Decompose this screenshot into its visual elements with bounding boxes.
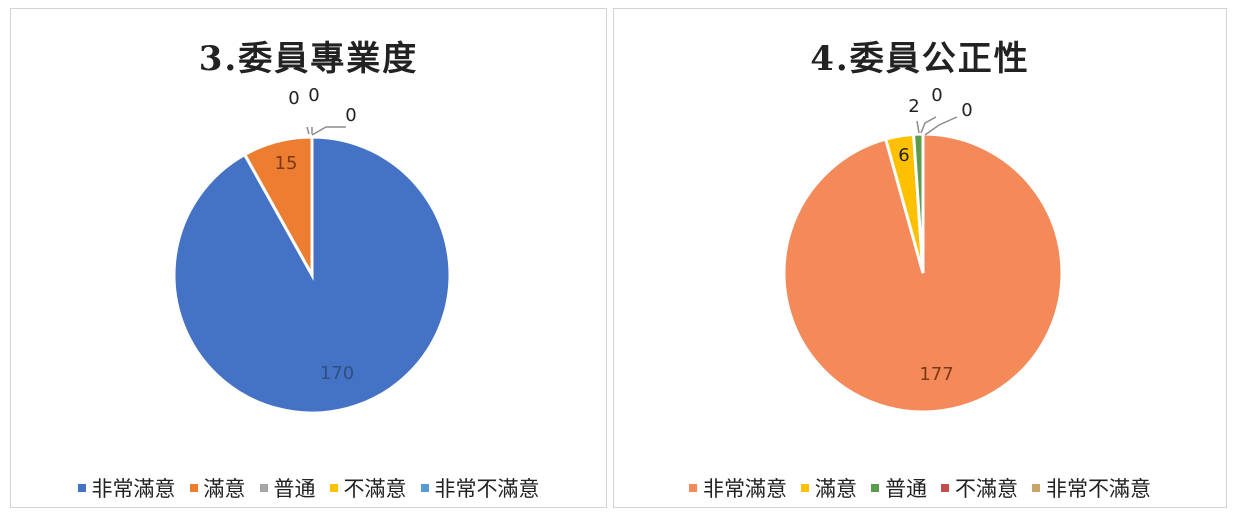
legend-label: 滿意 xyxy=(815,477,857,501)
data-label: 0 xyxy=(961,100,972,121)
legend-label: 不滿意 xyxy=(955,477,1018,501)
legend-label: 非常滿意 xyxy=(91,477,176,501)
legend-item: 滿意 xyxy=(189,473,246,503)
legend-swatch-icon xyxy=(189,484,198,492)
pie-slice-2 xyxy=(242,135,314,281)
legend-item: 普通 xyxy=(871,473,927,503)
chart-legend: 非常滿意 滿意 普通 不滿意 非常不滿意 xyxy=(11,473,606,503)
legend-item: 普通 xyxy=(259,473,316,503)
legend-swatch-icon xyxy=(77,484,86,492)
legend-swatch-icon xyxy=(329,484,338,492)
legend-item: 不滿意 xyxy=(941,473,1018,503)
data-label: 0 xyxy=(931,85,942,106)
data-label: 0 xyxy=(345,105,356,126)
legend-label: 普通 xyxy=(273,477,316,501)
legend-swatch-icon xyxy=(259,484,268,492)
legend-item: 非常滿意 xyxy=(689,473,787,503)
leader-line xyxy=(306,126,310,135)
legend-item: 非常不滿意 xyxy=(420,473,540,503)
legend-swatch-icon xyxy=(871,484,879,492)
data-label: 170 xyxy=(320,363,354,384)
legend-label: 非常不滿意 xyxy=(1046,477,1151,501)
data-label: 6 xyxy=(898,145,909,166)
data-label: 0 xyxy=(308,85,319,106)
data-label: 0 xyxy=(288,88,299,109)
chart-title: 4.委員公正性 xyxy=(810,39,1030,79)
legend-item: 滿意 xyxy=(801,473,857,503)
legend-swatch-icon xyxy=(941,484,949,492)
data-label: 2 xyxy=(908,96,919,117)
chart-legend: 非常滿意 滿意 普通 不滿意 非常不滿意 xyxy=(614,473,1226,503)
legend-swatch-icon xyxy=(1032,484,1040,492)
legend-label: 不滿意 xyxy=(343,477,407,501)
legend-label: 普通 xyxy=(885,477,927,501)
legend-swatch-icon xyxy=(689,484,697,492)
leader-line xyxy=(920,116,937,134)
data-label: 177 xyxy=(919,364,953,385)
legend-label: 滿意 xyxy=(203,477,246,501)
chart-panel-1: 3.委員專業度 170 15 0 0 0 非常滿意 滿意 普通 不滿意 非常不滿意 xyxy=(10,8,607,508)
leader-line xyxy=(924,116,958,136)
legend-item: 非常不滿意 xyxy=(1032,473,1151,503)
pie-slice-3 xyxy=(911,132,925,274)
legend-item: 非常滿意 xyxy=(77,473,176,503)
chart-panel-2: 4.委員公正性 177 6 2 0 0 非常滿意 滿意 普通 不滿意 非常不滿意 xyxy=(613,8,1227,508)
leader-line xyxy=(916,120,920,134)
legend-swatch-icon xyxy=(420,484,429,492)
legend-label: 非常滿意 xyxy=(703,477,787,501)
chart-title: 3.委員專業度 xyxy=(198,39,419,79)
legend-swatch-icon xyxy=(801,484,809,492)
leader-line xyxy=(311,126,346,136)
data-label: 15 xyxy=(275,153,298,174)
legend-item: 不滿意 xyxy=(329,473,407,503)
legend-label: 非常不滿意 xyxy=(434,477,540,501)
